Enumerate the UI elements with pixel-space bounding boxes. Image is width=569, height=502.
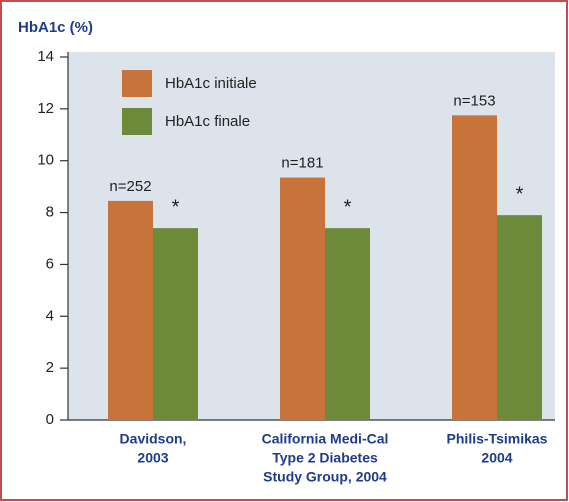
significance-mark: * xyxy=(172,196,180,218)
y-tick-label: 6 xyxy=(46,255,54,272)
bar xyxy=(108,200,153,420)
n-label: n=153 xyxy=(453,92,495,109)
y-tick-label: 4 xyxy=(46,307,54,324)
y-tick-label: 8 xyxy=(46,204,54,221)
y-tick-label: 10 xyxy=(37,152,54,169)
x-tick-label: California Medi-Cal xyxy=(262,431,389,447)
y-tick-label: 2 xyxy=(46,359,54,376)
y-tick-label: 12 xyxy=(37,100,54,117)
y-tick-label: 0 xyxy=(46,411,54,428)
x-tick-label: Davidson, xyxy=(120,431,187,447)
legend-label: HbA1c initiale xyxy=(165,75,257,92)
x-tick-label: 2004 xyxy=(481,450,512,466)
bar xyxy=(452,115,497,420)
legend-swatch xyxy=(122,108,152,135)
bar xyxy=(497,215,542,420)
significance-mark: * xyxy=(516,183,524,205)
n-label: n=252 xyxy=(109,178,151,195)
bar xyxy=(280,177,325,420)
bar xyxy=(325,228,370,420)
x-tick-label: Philis-Tsimikas xyxy=(447,431,548,447)
x-tick-label: Study Group, 2004 xyxy=(263,469,387,485)
y-tick-label: 14 xyxy=(37,48,54,65)
y-axis-label: HbA1c (%) xyxy=(18,19,93,36)
legend-swatch xyxy=(122,70,152,97)
legend-label: HbA1c finale xyxy=(165,113,250,130)
x-tick-label: 2003 xyxy=(137,450,168,466)
bar xyxy=(153,228,198,420)
significance-mark: * xyxy=(344,196,352,218)
n-label: n=181 xyxy=(281,155,323,172)
x-tick-label: Type 2 Diabetes xyxy=(272,450,378,466)
